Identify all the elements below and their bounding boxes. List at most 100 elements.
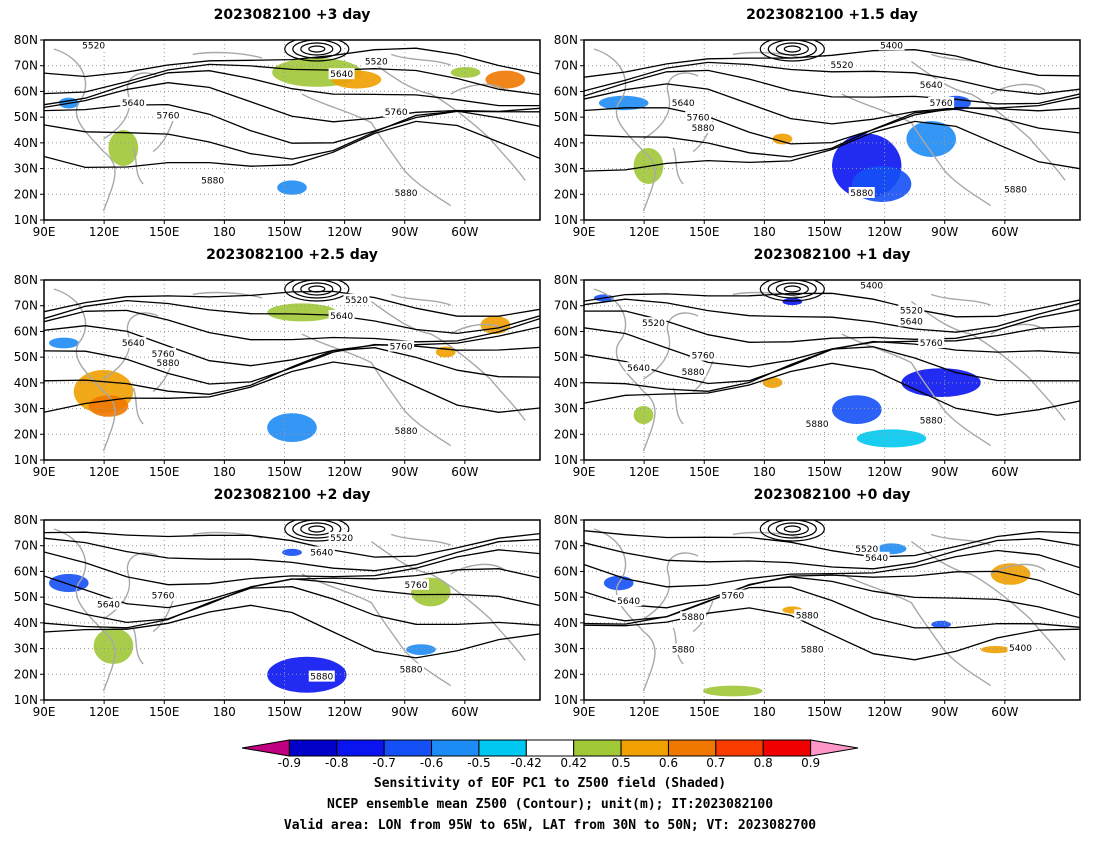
- lon-tick-label: 150E: [149, 225, 180, 239]
- lon-tick-label: 90W: [391, 705, 418, 719]
- contour-label: 5760: [157, 112, 180, 122]
- contour-label: 5760: [385, 108, 408, 118]
- sensitivity-shading: [633, 406, 654, 424]
- lat-tick-label: 10N: [14, 453, 38, 467]
- lat-tick-label: 60N: [14, 84, 38, 98]
- contour-label: 5640: [310, 548, 333, 558]
- lat-tick-label: 50N: [14, 590, 38, 604]
- lat-tick-label: 50N: [14, 110, 38, 124]
- z500-contour: [44, 290, 540, 317]
- colorbar-swatch: [715, 739, 764, 757]
- z500-contour: [584, 292, 1080, 318]
- contour-label: 5880: [806, 420, 829, 430]
- colorbar-tick-label: 0.5: [611, 756, 631, 770]
- lat-tick-label: 70N: [14, 539, 38, 553]
- contour-label: 5880: [682, 368, 705, 378]
- lon-tick-label: 90E: [33, 705, 56, 719]
- contour-label: 5760: [152, 592, 175, 602]
- panel-title: 2023082100 +2.5 day: [206, 247, 378, 263]
- lon-tick-label: 150W: [267, 705, 302, 719]
- lat-tick-label: 70N: [554, 59, 578, 73]
- caption-line-3: Valid area: LON from 95W to 65W, LAT fro…: [283, 818, 817, 833]
- lon-tick-label: 150E: [149, 465, 180, 479]
- lon-tick-label: 120W: [867, 225, 902, 239]
- contour-label: 5520: [855, 545, 878, 555]
- coastline: [672, 387, 684, 425]
- colorbar-swatch: [431, 739, 480, 757]
- lat-tick-label: 20N: [14, 187, 38, 201]
- coastline: [53, 48, 116, 212]
- coastline: [103, 72, 159, 140]
- contour-label: 5640: [865, 554, 888, 564]
- lon-tick-label: 90W: [931, 225, 958, 239]
- colorbar-tick-label: -0.7: [372, 756, 396, 770]
- lon-tick-label: 150W: [807, 465, 842, 479]
- sensitivity-shading: [931, 620, 952, 628]
- lon-tick-label: 90W: [931, 705, 958, 719]
- lat-tick-label: 70N: [14, 59, 38, 73]
- caption-line-1: Sensitivity of EOF PC1 to Z500 field (Sh…: [373, 776, 727, 791]
- lon-tick-label: 120E: [89, 705, 120, 719]
- lat-tick-label: 30N: [14, 642, 38, 656]
- lon-tick-label: 180: [753, 225, 776, 239]
- coastline: [643, 312, 699, 380]
- contour-label: 5520: [330, 534, 353, 544]
- contour-label: 5760: [405, 581, 428, 591]
- lat-tick-label: 30N: [554, 162, 578, 176]
- coastline: [301, 93, 452, 207]
- lon-tick-label: 90E: [33, 225, 56, 239]
- lon-tick-label: 150E: [689, 465, 720, 479]
- sensitivity-shading: [282, 548, 302, 556]
- contour-label: 5880: [310, 673, 333, 683]
- contour-label: 5880: [201, 176, 224, 186]
- z500-contour: [44, 531, 540, 558]
- sensitivity-shading: [88, 395, 129, 417]
- colorbar-tick-label: -0.9: [277, 756, 302, 770]
- z500-contour: [584, 607, 1080, 661]
- lat-tick-label: 20N: [14, 427, 38, 441]
- contour-label: 5640: [330, 70, 353, 80]
- panel-title: 2023082100 +0 day: [753, 487, 911, 503]
- z500-contour: [584, 83, 1080, 125]
- lat-tick-label: 20N: [554, 187, 578, 201]
- lat-tick-label: 70N: [554, 539, 578, 553]
- lon-tick-label: 60W: [991, 465, 1018, 479]
- colorbar-swatch: [288, 739, 338, 757]
- z500-contour: [584, 362, 1080, 416]
- coastline: [930, 293, 991, 306]
- lat-tick-label: 60N: [554, 564, 578, 578]
- lon-tick-label: 90W: [931, 465, 958, 479]
- lon-tick-label: 180: [213, 225, 236, 239]
- contour-label: 5400: [860, 281, 883, 291]
- lat-tick-label: 20N: [14, 667, 38, 681]
- lat-tick-label: 10N: [554, 453, 578, 467]
- contour-label: 5640: [122, 339, 145, 349]
- contour-label: 5640: [330, 312, 353, 322]
- lat-tick-label: 60N: [554, 84, 578, 98]
- lat-tick-label: 40N: [14, 376, 38, 390]
- contour-label: 5880: [157, 359, 180, 369]
- lon-tick-label: 150E: [149, 705, 180, 719]
- lat-tick-label: 80N: [554, 513, 578, 527]
- lat-tick-label: 80N: [14, 513, 38, 527]
- colorbar-swatch: [573, 739, 622, 757]
- lat-tick-label: 30N: [14, 162, 38, 176]
- coastline: [53, 528, 116, 692]
- z500-contour: [584, 61, 1080, 95]
- colorbar-swatch: [620, 739, 669, 757]
- colorbar-tick-label: 0.8: [753, 756, 773, 770]
- lat-tick-label: 50N: [554, 110, 578, 124]
- coastline: [192, 291, 263, 299]
- coastline: [910, 541, 1066, 661]
- z500-contour: [44, 325, 540, 367]
- lon-tick-label: 120E: [629, 225, 660, 239]
- lon-tick-label: 90E: [573, 225, 596, 239]
- contour-label: 5880: [682, 613, 705, 623]
- colorbar-tick-label: -0.42: [510, 756, 542, 770]
- coastline: [301, 333, 452, 447]
- lon-tick-label: 150E: [689, 705, 720, 719]
- contour-label: 5520: [642, 319, 665, 329]
- coastline: [990, 83, 1046, 95]
- lon-tick-label: 150W: [267, 465, 302, 479]
